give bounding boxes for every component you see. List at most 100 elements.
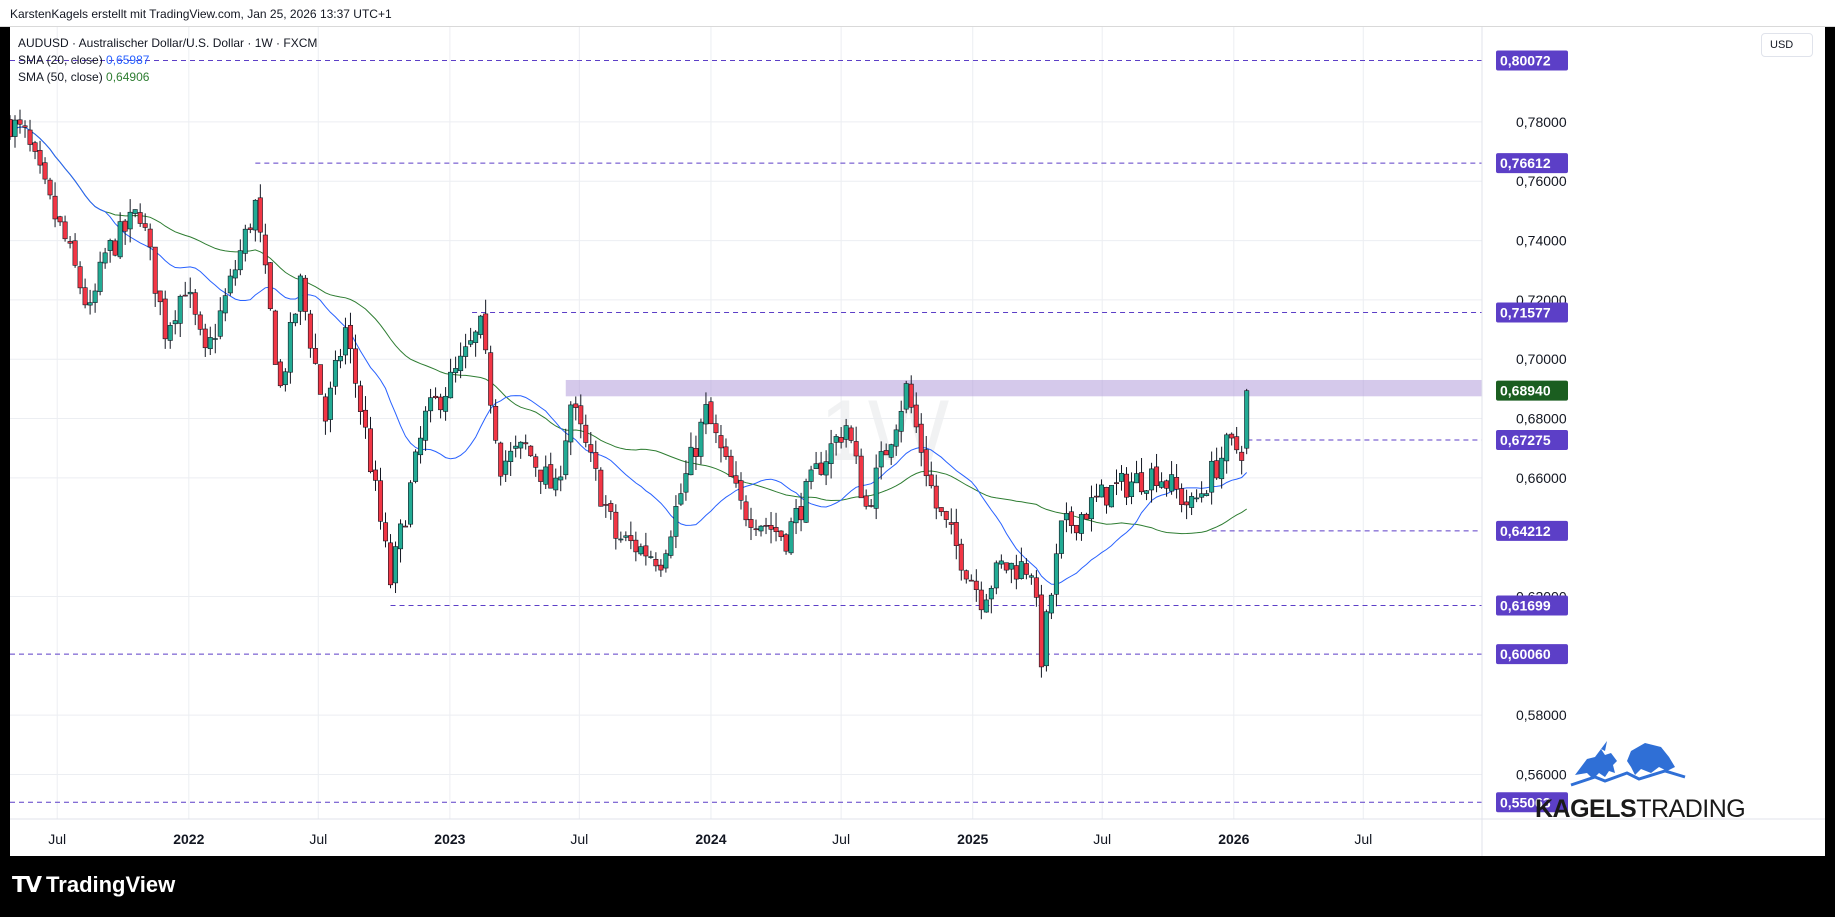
candle-body [833,436,839,443]
candle-body [97,261,103,292]
candle-body [493,406,499,441]
candle [793,499,799,535]
sma50-row[interactable]: SMA (50, close) 0,64906 [18,69,317,86]
candle-body [518,441,524,449]
candle [42,157,48,185]
candle [568,401,574,456]
sma20-row[interactable]: SMA (20, close) 0,65987 [18,52,317,69]
candle [663,549,669,573]
candle [1169,461,1175,495]
sma50-label: SMA (50, close) [18,70,103,84]
candle-body [803,481,809,523]
candle-body [1068,511,1074,526]
time-tick-label: 2022 [173,831,204,847]
candle-body [563,440,569,476]
candle [342,317,348,365]
candle-body [1234,436,1240,451]
time-tick-label: Jul [1354,831,1372,847]
candle-body [923,449,929,477]
currency-badge[interactable]: USD [1761,33,1813,57]
candle [918,413,924,467]
candle [1053,543,1059,607]
candle [393,541,399,594]
candle [888,443,894,465]
candle [1229,432,1235,446]
candle-body [618,538,624,541]
candle-body [357,385,363,412]
candle-body [147,228,153,248]
candle-body [838,437,844,443]
candle [142,213,148,232]
candle [1013,554,1019,590]
time-tick-label: Jul [1093,831,1111,847]
candle-body [27,129,33,145]
candle [593,440,599,481]
candle-body [558,476,564,481]
candle [302,275,308,321]
symbol-line[interactable]: AUDUSD · Australischer Dollar/U.S. Dolla… [18,36,318,50]
chart-frame[interactable]: 1W 0,78000 0,76000 0,74000 0,72000 0,70000 0,… [10,27,1825,856]
candle-body [1078,514,1084,534]
candle-body [257,197,263,233]
candle [973,569,979,602]
candle-body [713,423,719,434]
candle-body [1179,488,1185,505]
level-label-bg [1496,302,1568,323]
candle [177,294,183,337]
candle [743,495,749,527]
candle [843,418,849,448]
candle [783,533,789,555]
candle-body [808,469,814,482]
time-tick-label: 2026 [1218,831,1249,847]
price-tick-label: 0,56000 [1516,767,1567,783]
candle [938,507,944,517]
candle-body [698,421,704,457]
candle [708,397,714,425]
candle [1124,467,1130,506]
candle [92,283,98,313]
candle-body [152,246,158,294]
candle [1244,388,1250,455]
candle [423,406,429,451]
candle-body [217,310,223,337]
candle [1219,446,1225,489]
candle-body [968,579,974,582]
candle-body [708,401,714,425]
candle-body [327,387,333,420]
candle-body [423,410,429,441]
level-label-bg [1496,792,1568,813]
candle-body [332,360,338,387]
candle [152,246,158,307]
candle-body [513,445,519,449]
time-tick-label: Jul [48,831,66,847]
candle-body [1028,575,1034,578]
level-label-bg [1496,595,1568,616]
candle [292,313,298,327]
tradingview-brand[interactable]: 𝗧𝗩 TradingView [12,872,175,898]
candle-body [1139,472,1145,493]
level-label: 0,55063 [1496,792,1568,813]
candle-body [383,522,389,542]
candle [668,530,674,559]
candle [312,333,318,365]
candle [322,393,328,435]
candle-body [888,444,894,458]
candle [1179,483,1185,513]
candle-body [938,507,944,513]
candle [718,424,724,463]
candle [968,574,974,582]
candle [638,543,644,556]
level-label-text: 0,61699 [1500,597,1551,613]
candle-body [1134,473,1140,484]
level-label: 0,76612 [1496,153,1568,174]
candle [693,435,699,471]
candle-body [142,223,148,228]
candle-body [978,589,984,611]
candle [533,453,539,477]
resistance-zone [565,379,1482,397]
candle [37,140,43,174]
price-chart[interactable]: 0,780000,760000,740000,720000,700000,680… [10,27,1825,856]
candle [948,508,954,535]
candle-body [57,216,63,223]
candle [738,472,744,510]
